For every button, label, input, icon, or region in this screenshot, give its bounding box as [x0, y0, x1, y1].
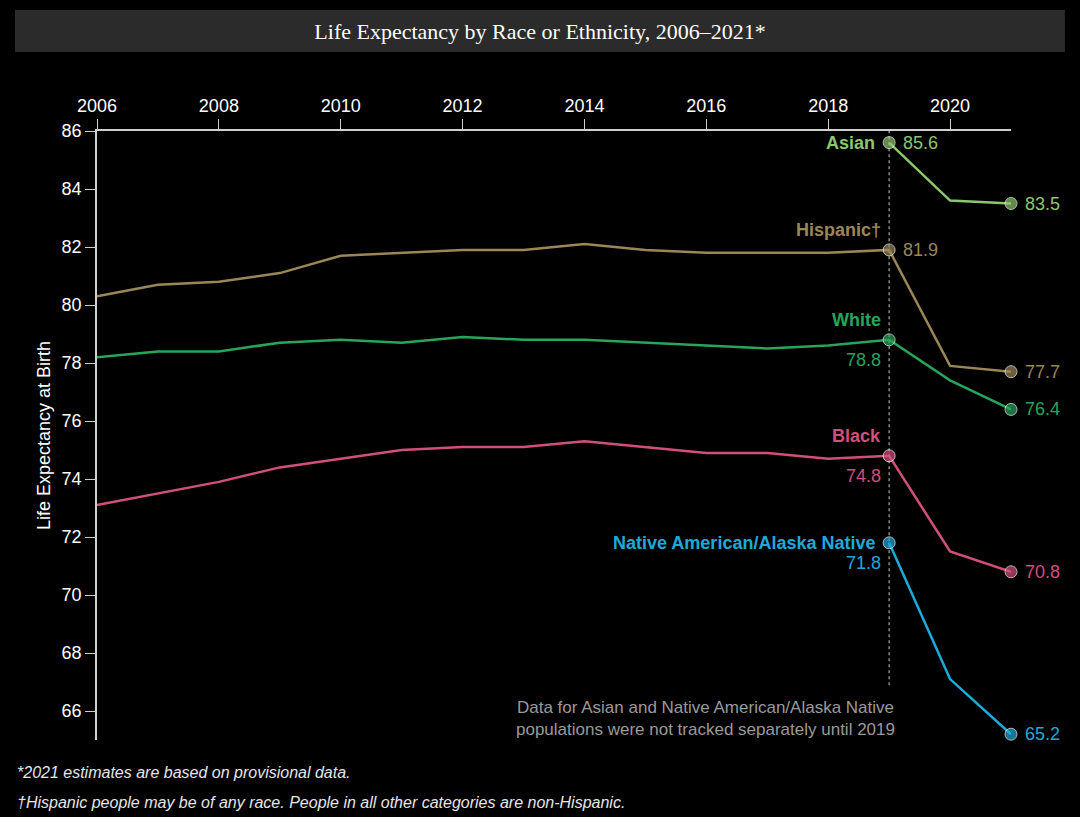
svg-text:65.2: 65.2 — [1025, 724, 1060, 744]
svg-text:76: 76 — [62, 411, 82, 431]
svg-text:Asian: Asian — [826, 133, 875, 153]
svg-text:77.7: 77.7 — [1025, 362, 1060, 382]
svg-text:2012: 2012 — [443, 96, 483, 116]
svg-text:2010: 2010 — [321, 96, 361, 116]
svg-text:Black: Black — [832, 426, 881, 446]
svg-text:70.8: 70.8 — [1025, 562, 1060, 582]
svg-text:68: 68 — [62, 643, 82, 663]
svg-text:72: 72 — [62, 527, 82, 547]
svg-text:†Hispanic people may be of any: †Hispanic people may be of any race. Peo… — [17, 794, 625, 811]
svg-text:White: White — [832, 310, 881, 330]
svg-text:66: 66 — [62, 701, 82, 721]
svg-text:2018: 2018 — [808, 96, 848, 116]
svg-text:82: 82 — [62, 237, 82, 257]
svg-text:76.4: 76.4 — [1025, 399, 1060, 419]
svg-text:78.8: 78.8 — [846, 350, 881, 370]
svg-text:80: 80 — [62, 295, 82, 315]
svg-text:70: 70 — [62, 585, 82, 605]
svg-text:81.9: 81.9 — [903, 240, 938, 260]
svg-text:85.6: 85.6 — [903, 133, 938, 153]
svg-text:74.8: 74.8 — [846, 466, 881, 486]
svg-text:2016: 2016 — [686, 96, 726, 116]
svg-text:71.8: 71.8 — [846, 553, 881, 573]
svg-text:86: 86 — [62, 121, 82, 141]
svg-text:Native American/Alaska Native: Native American/Alaska Native — [613, 533, 875, 553]
svg-text:Data for Asian and Native Amer: Data for Asian and Native American/Alask… — [516, 698, 895, 739]
svg-text:78: 78 — [62, 353, 82, 373]
svg-text:Hispanic†: Hispanic† — [796, 220, 881, 240]
svg-text:83.5: 83.5 — [1025, 194, 1060, 214]
svg-text:2006: 2006 — [77, 96, 117, 116]
svg-text:2020: 2020 — [930, 96, 970, 116]
svg-text:74: 74 — [62, 469, 82, 489]
svg-text:Life Expectancy by Race or Eth: Life Expectancy by Race or Ethnicity, 20… — [314, 19, 765, 44]
svg-text:2008: 2008 — [199, 96, 239, 116]
svg-text:2014: 2014 — [564, 96, 604, 116]
svg-text:*2021 estimates are based on p: *2021 estimates are based on provisional… — [17, 764, 351, 781]
svg-text:84: 84 — [62, 179, 82, 199]
svg-text:Life Expectancy at Birth: Life Expectancy at Birth — [34, 341, 54, 530]
